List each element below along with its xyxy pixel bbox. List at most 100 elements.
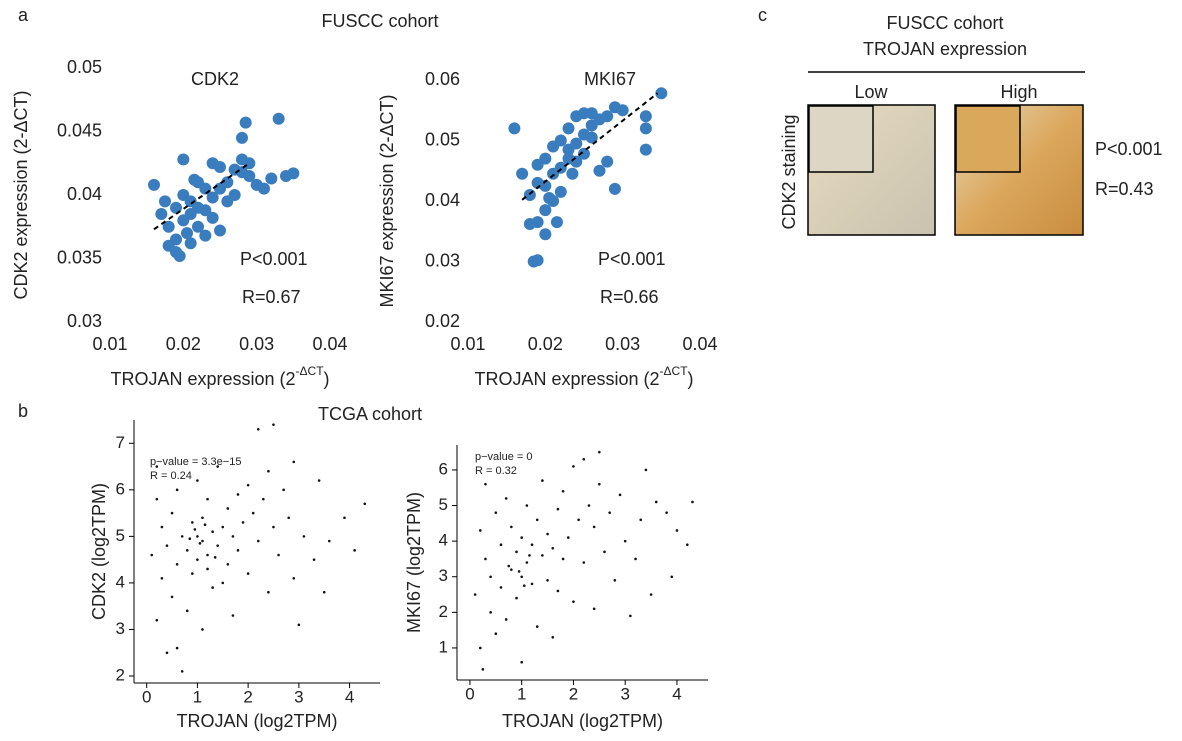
y-tick-label: 0.04 [425, 190, 460, 210]
point [546, 579, 549, 582]
x-tick-label: 0.01 [450, 334, 485, 354]
x-tick-label: 4 [345, 687, 354, 706]
x-tick-label: 0.04 [682, 334, 717, 354]
point [535, 518, 539, 522]
point [287, 516, 291, 520]
point [522, 584, 526, 587]
chart-title: MKI67 [584, 69, 636, 89]
y-axis-label: MKI67 expression (2-ΔCT) [377, 94, 397, 307]
x-axis-label: TROJAN (log2TPM) [176, 711, 337, 731]
point [267, 590, 270, 594]
point [623, 539, 627, 543]
point [546, 532, 549, 536]
point [654, 500, 658, 504]
point [241, 521, 245, 524]
trend-line [153, 162, 250, 231]
point [516, 167, 529, 180]
point [644, 468, 648, 472]
point [587, 504, 591, 507]
point [155, 618, 159, 622]
point [685, 543, 689, 546]
point [297, 623, 301, 627]
point [173, 249, 186, 262]
point [675, 529, 679, 532]
point [201, 628, 204, 631]
point [165, 544, 169, 547]
annotation: p−value = 3.3e−15 [150, 456, 241, 468]
y-tick-label: 0.04 [67, 184, 102, 204]
point [188, 537, 192, 540]
panel-label: a [18, 5, 29, 25]
annotation: p−value = 0 [475, 451, 533, 463]
point [198, 542, 202, 545]
point [175, 563, 179, 566]
point [282, 488, 285, 492]
point [556, 507, 560, 511]
point [554, 161, 567, 174]
point [196, 535, 199, 538]
point [201, 516, 204, 520]
y-axis-label: CDK2 (log2TPM) [89, 483, 109, 620]
point [543, 191, 556, 204]
x-tick-label: 0.02 [528, 334, 563, 354]
point [520, 536, 523, 539]
y-tick-label: 0.03 [67, 311, 102, 331]
x-axis-label-part: TROJAN (log2TPM) [502, 711, 663, 731]
point [539, 179, 552, 192]
point [159, 195, 171, 208]
point [272, 423, 275, 426]
point [292, 576, 296, 580]
point [206, 567, 209, 571]
point [551, 635, 555, 639]
y-tick-label: 5 [439, 495, 448, 514]
point [196, 479, 199, 482]
annotation: R = 0.24 [150, 470, 192, 482]
point [528, 554, 531, 557]
x-axis-label: TROJAN expression (2-ΔCT) [474, 364, 693, 389]
chart: 0.03 0.035 0.04 0.045 0.05 0.01 0.02 0.03 0.04 CD… [11, 57, 348, 389]
point [562, 122, 575, 135]
point [206, 553, 209, 557]
point [265, 172, 278, 185]
point [608, 511, 611, 514]
point [317, 479, 321, 482]
point [162, 220, 175, 233]
x-tick-label: 4 [672, 684, 681, 703]
point [188, 173, 201, 186]
point [262, 497, 265, 501]
point [185, 609, 189, 613]
point [243, 169, 256, 182]
point [531, 216, 544, 229]
point [228, 189, 241, 201]
point [481, 668, 485, 671]
annotation: P<0.001 [240, 249, 308, 269]
y-tick-label: 6 [116, 479, 125, 498]
point [243, 157, 256, 170]
point [148, 178, 160, 191]
point [570, 137, 583, 150]
y-tick-label: 0.03 [425, 250, 460, 270]
point [613, 579, 617, 582]
point [616, 104, 629, 117]
point [177, 153, 190, 166]
point [499, 586, 503, 589]
point [287, 167, 300, 180]
x-tick-label: 3 [294, 687, 303, 706]
panel-c: FUSCC cohort TROJAN expression Low High … [779, 13, 1163, 236]
point [191, 572, 194, 575]
point [199, 229, 212, 242]
point [175, 488, 179, 492]
point [539, 152, 552, 165]
x-axis-label-part: TROJAN expression (2 [474, 369, 659, 389]
point [473, 593, 477, 596]
point [170, 595, 174, 599]
point [192, 220, 204, 233]
point [231, 614, 235, 617]
cohort-title: FUSCC cohort [321, 11, 438, 31]
y-axis-label: CDK2 expression (2-ΔCT) [11, 90, 31, 299]
point [343, 516, 346, 520]
point [272, 525, 275, 529]
point [608, 182, 621, 195]
point [510, 525, 513, 529]
